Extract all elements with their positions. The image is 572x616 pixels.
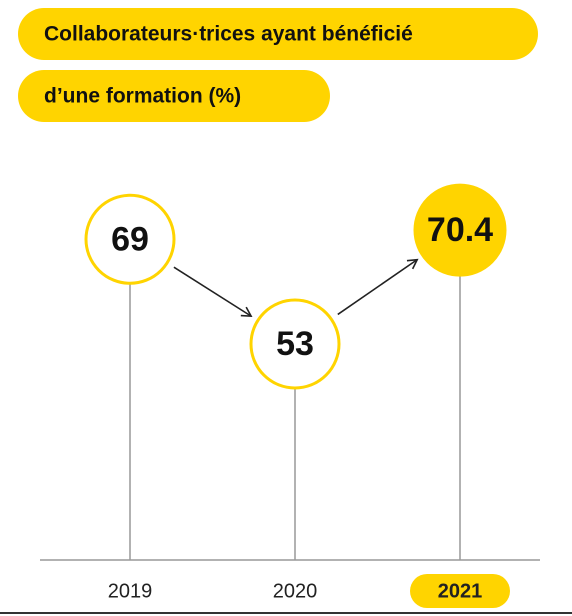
x-tick-label: 2019 <box>108 580 153 602</box>
year-pill <box>410 574 510 608</box>
chart-title: d’une formation (%) <box>44 85 241 108</box>
title-pill <box>18 70 330 122</box>
x-tick-label: 2020 <box>273 580 318 602</box>
trend-arrow <box>173 266 253 318</box>
x-tick-label: 2021 <box>438 580 483 602</box>
value-label: 70.4 <box>427 211 493 249</box>
value-label: 53 <box>276 325 314 363</box>
trend-arrow <box>337 258 419 316</box>
title-pill <box>18 8 538 60</box>
value-circle <box>249 298 341 390</box>
value-circle <box>84 193 176 285</box>
value-label: 69 <box>111 220 149 258</box>
value-circle <box>413 183 507 277</box>
chart-title: Collaborateurs·trices ayant bénéficié <box>44 23 413 46</box>
